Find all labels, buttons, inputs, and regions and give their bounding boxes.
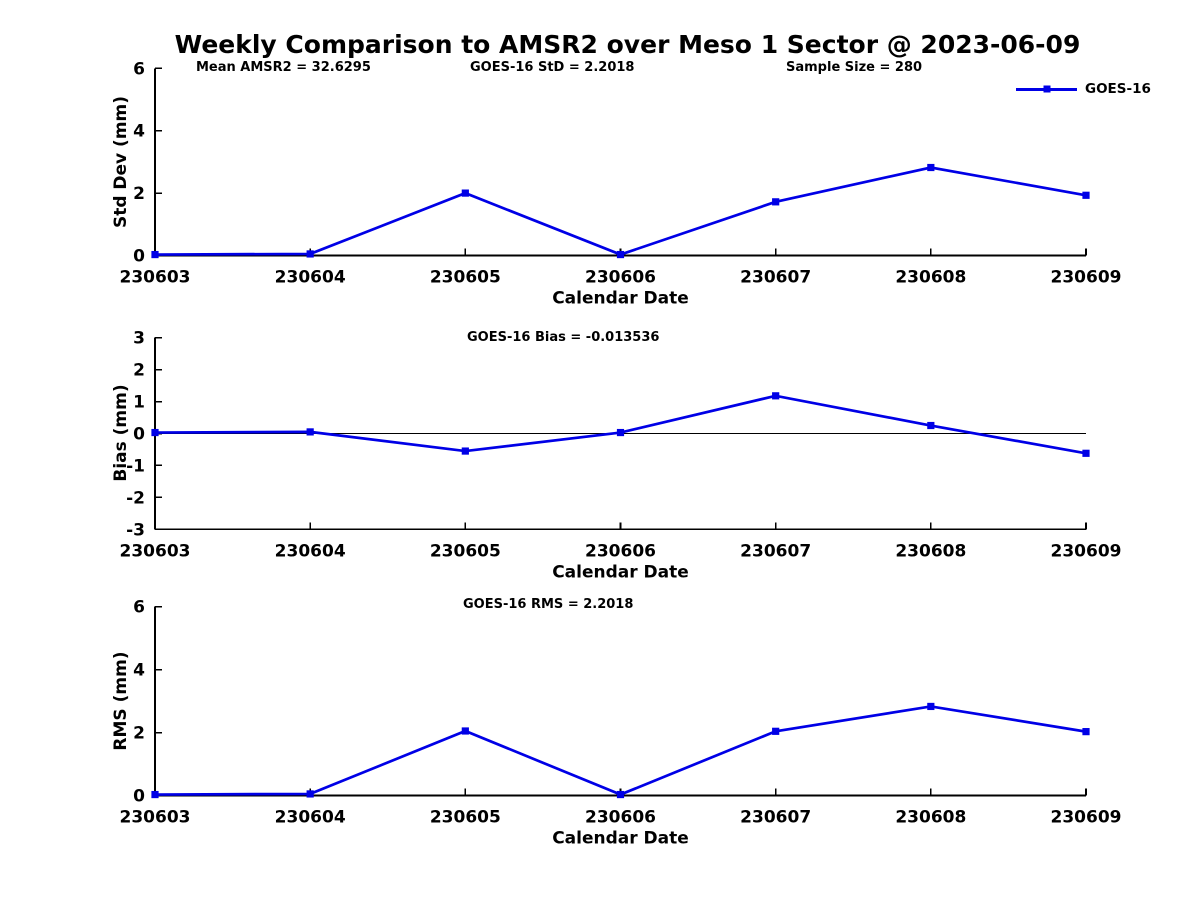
rms-xtick-label: 230606	[585, 808, 656, 828]
bias-line	[154, 394, 1087, 455]
bias-xtick-label: 230608	[895, 541, 966, 561]
annotation-goes16-bias: GOES-16 Bias = -0.013536	[467, 330, 660, 345]
annotation-goes16-std: GOES-16 StD = 2.2018	[470, 60, 635, 75]
ylabel-std-dev: Std Dev (mm)	[111, 95, 131, 229]
std-dev-ytick-label: 4	[133, 122, 145, 142]
bias-plot: -3 -2 -1 0 1 2 3 230603 230604 230605 230606 230607…	[120, 329, 1122, 583]
bias-series-GOES-16	[151, 392, 1090, 457]
rms-xlabel: Calendar Date	[552, 829, 689, 849]
std-dev-xtick-label: 230605	[430, 268, 501, 288]
bias-xlabel: Calendar Date	[552, 562, 689, 582]
rms-xtick-label: 230608	[895, 808, 966, 828]
annotation-mean-amsr2: Mean AMSR2 = 32.6295	[196, 60, 371, 75]
bias-ytick-label: 0	[133, 425, 145, 445]
rms-series-GOES-16	[151, 702, 1090, 799]
std-dev-marker	[616, 250, 625, 259]
bias-xtick-label: 230603	[120, 541, 191, 561]
std-dev-marker	[306, 250, 314, 258]
std-dev-marker	[151, 250, 159, 259]
bias-ytick-label: 3	[133, 329, 145, 349]
std-dev-xtick-label: 230603	[120, 268, 191, 288]
bias-xtick-label: 230604	[275, 541, 346, 561]
rms-line	[154, 705, 1087, 797]
bias-xtick-label: 230609	[1051, 541, 1122, 561]
std-dev-axes	[154, 67, 1087, 257]
std-dev-ytick-label: 2	[133, 184, 145, 204]
rms-marker	[927, 702, 935, 711]
rms-ytick-label: 4	[133, 661, 145, 681]
ylabel-bias: Bias (mm)	[111, 384, 131, 482]
legend-line-sample	[1016, 85, 1077, 93]
std-dev-plot: 0 2 4 6 230603 230604 230605 230606 230607 230608…	[120, 59, 1122, 308]
rms-marker	[1082, 728, 1090, 736]
std-dev-xtick-label: 230604	[275, 268, 346, 288]
rms-ytick-label: 2	[133, 724, 145, 744]
bias-ytick-label: -1	[126, 456, 145, 476]
bias-ytick-label: 2	[133, 361, 145, 381]
figure-title: Weekly Comparison to AMSR2 over Meso 1 S…	[174, 30, 1081, 59]
std-dev-line	[154, 166, 1087, 257]
std-dev-ytick-label: 0	[133, 247, 145, 267]
rms-marker	[306, 790, 314, 798]
ylabel-rms: RMS (mm)	[111, 651, 131, 751]
std-dev-marker	[1082, 191, 1090, 199]
std-dev-marker	[927, 163, 935, 172]
bias-marker	[1082, 449, 1090, 457]
rms-xtick-label: 230609	[1051, 808, 1122, 828]
rms-xtick-label: 230605	[430, 808, 501, 828]
bias-ytick-label: 1	[133, 393, 145, 413]
bias-ytick-label: -2	[126, 488, 145, 508]
std-dev-xtick-label: 230606	[585, 268, 656, 288]
std-dev-xlabel: Calendar Date	[552, 289, 689, 309]
annotation-goes16-rms: GOES-16 RMS = 2.2018	[463, 597, 634, 612]
std-dev-marker	[461, 189, 469, 197]
std-dev-series-GOES-16	[151, 163, 1090, 259]
rms-xtick-label: 230604	[275, 808, 346, 828]
rms-xtick-label: 230603	[120, 808, 191, 828]
bias-ytick-label: -3	[126, 520, 145, 540]
legend: GOES-16	[1016, 80, 1151, 98]
std-dev-xtick-label: 230608	[895, 268, 966, 288]
bias-xtick-label: 230607	[740, 541, 811, 561]
rms-ytick-label: 6	[133, 598, 145, 618]
std-dev-marker	[772, 198, 780, 206]
bias-marker	[772, 392, 780, 400]
rms-marker	[461, 727, 469, 735]
annotation-sample-size: Sample Size = 280	[786, 60, 923, 75]
bias-marker	[151, 428, 159, 437]
rms-ytick-label: 0	[133, 787, 145, 807]
legend-square-marker-icon	[1043, 85, 1050, 93]
rms-marker	[151, 790, 159, 799]
bias-marker	[461, 447, 469, 455]
std-dev-xtick-label: 230607	[740, 268, 811, 288]
std-dev-xtick-label: 230609	[1051, 268, 1122, 288]
std-dev-ytick-label: 6	[133, 59, 145, 79]
bias-marker	[927, 421, 935, 430]
bias-marker	[306, 428, 314, 436]
bias-xtick-label: 230606	[585, 541, 656, 561]
legend-label: GOES-16	[1085, 81, 1151, 97]
rms-marker	[772, 727, 780, 735]
rms-axes	[154, 605, 1087, 797]
rms-marker	[616, 790, 625, 799]
bias-xtick-label: 230605	[430, 541, 501, 561]
rms-plot: 0 2 4 6 230603 230604 230605 230606 230607 230608…	[120, 598, 1122, 849]
bias-marker	[616, 428, 625, 437]
rms-xtick-label: 230607	[740, 808, 811, 828]
